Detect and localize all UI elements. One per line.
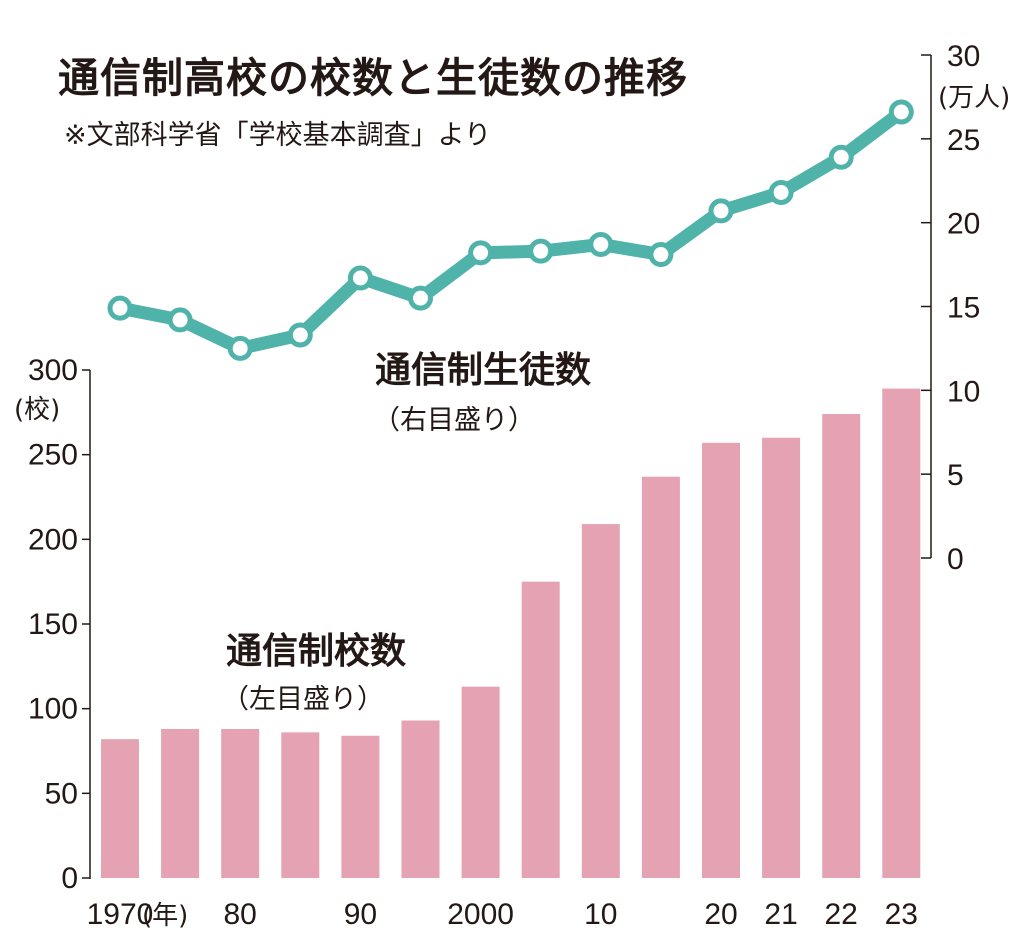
right-axis-unit: (万人) bbox=[938, 83, 1010, 113]
x-axis-unit: (年) bbox=[142, 901, 188, 931]
x-tick-label: 21 bbox=[764, 898, 797, 931]
bar bbox=[822, 414, 861, 878]
left-tick-label: 50 bbox=[45, 777, 78, 810]
bar bbox=[702, 442, 740, 878]
left-axis-unit: (校) bbox=[14, 395, 60, 425]
bar bbox=[401, 720, 440, 878]
bar bbox=[461, 686, 500, 878]
x-axis: 1970 80 90 2000 10 20 21 22 23 (年) bbox=[87, 898, 918, 931]
line-series-label: 通信制生徒数 bbox=[375, 350, 592, 391]
left-tick-label: 150 bbox=[28, 608, 78, 641]
line-point bbox=[167, 307, 193, 333]
bar bbox=[581, 524, 620, 878]
x-tick-label: 10 bbox=[584, 898, 617, 931]
line-axis-note: （右目盛り） bbox=[373, 405, 535, 436]
bar bbox=[221, 728, 260, 878]
x-tick-label: 2000 bbox=[447, 898, 514, 931]
line-point bbox=[528, 238, 554, 264]
bar bbox=[101, 739, 139, 878]
bar bbox=[762, 437, 801, 878]
line-point bbox=[648, 242, 674, 268]
line-point bbox=[588, 231, 614, 257]
right-tick-label: 20 bbox=[947, 208, 980, 241]
bar bbox=[161, 728, 200, 878]
x-tick-label: 90 bbox=[344, 898, 377, 931]
bar-series-label: 通信制校数 bbox=[226, 631, 407, 672]
left-tick-label: 300 bbox=[28, 354, 78, 387]
source-note: ※文部科学省「学校基本調査」より bbox=[64, 120, 492, 151]
line-point bbox=[888, 99, 914, 125]
line-point bbox=[227, 335, 253, 361]
right-tick-label: 5 bbox=[947, 459, 964, 492]
bar bbox=[281, 732, 320, 878]
left-tick-label: 0 bbox=[61, 862, 78, 895]
x-tick-label: 20 bbox=[704, 898, 737, 931]
left-tick-label: 250 bbox=[28, 439, 78, 472]
line-point bbox=[347, 265, 373, 291]
line-point bbox=[708, 198, 734, 224]
bar bbox=[341, 735, 380, 878]
bar bbox=[882, 388, 921, 878]
line-point bbox=[287, 322, 313, 348]
line-point bbox=[107, 295, 133, 321]
right-tick-label: 15 bbox=[947, 292, 980, 325]
x-tick-label: 22 bbox=[825, 898, 858, 931]
line-point bbox=[468, 240, 494, 266]
line-point bbox=[828, 144, 854, 170]
right-tick-label: 0 bbox=[947, 543, 964, 576]
x-tick-label: 80 bbox=[224, 898, 257, 931]
right-tick-label: 25 bbox=[947, 124, 980, 157]
line-point bbox=[408, 285, 433, 311]
right-tick-label: 30 bbox=[947, 40, 980, 73]
bar-series bbox=[101, 388, 921, 878]
right-axis: (万人) 0 5 10 15 20 25 30 bbox=[921, 40, 1010, 576]
line-series bbox=[107, 99, 914, 361]
x-tick-label: 1970 bbox=[87, 898, 154, 931]
left-tick-label: 200 bbox=[28, 523, 78, 556]
x-tick-label: 23 bbox=[885, 898, 918, 931]
chart-title: 通信制高校の校数と生徒数の推移 bbox=[58, 54, 688, 102]
left-tick-label: 100 bbox=[28, 693, 78, 726]
left-axis: (校) 0 50 100 150 200 250 300 bbox=[14, 354, 91, 895]
right-tick-label: 10 bbox=[947, 375, 980, 408]
line-path bbox=[113, 105, 908, 355]
line-point bbox=[768, 179, 794, 205]
bar-axis-note: （左目盛り） bbox=[222, 684, 384, 715]
bar bbox=[641, 476, 680, 878]
bar bbox=[521, 581, 560, 878]
